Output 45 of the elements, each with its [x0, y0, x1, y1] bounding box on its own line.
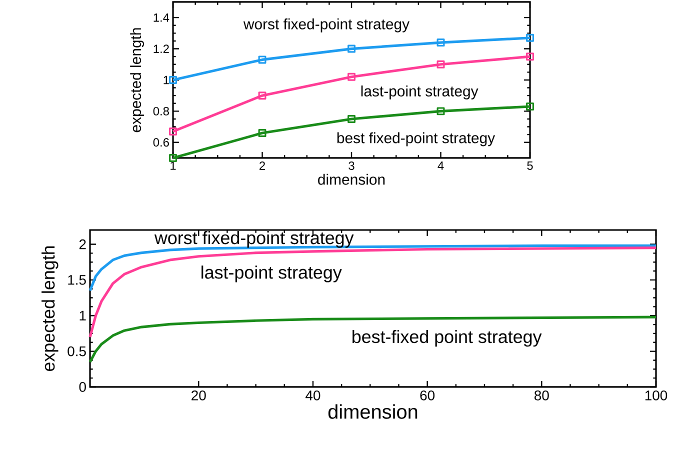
y-tick-label: 0.5 [68, 346, 86, 356]
series-label: worst fixed-point strategy [243, 18, 410, 32]
point [436, 60, 445, 68]
y-tick-label: 2 [79, 239, 86, 250]
y-tick-label: 0.6 [153, 138, 169, 147]
x-axis-title: dimension [318, 174, 385, 185]
series-label: worst fixed-point strategy [154, 231, 354, 248]
x-tick-label: 5 [527, 162, 533, 170]
point [526, 102, 534, 110]
point [348, 72, 356, 81]
point [436, 107, 445, 116]
x-tick-label: 100 [645, 390, 668, 400]
x-tick-label: 60 [420, 390, 435, 400]
point [169, 154, 177, 162]
point [526, 52, 534, 61]
point [436, 38, 445, 47]
y-tick-label: 1 [164, 76, 169, 84]
x-tick-label: 1 [170, 162, 176, 170]
point [258, 92, 266, 100]
x-tick-label: 40 [306, 390, 320, 400]
point [258, 56, 266, 64]
x-tick-label: 20 [192, 390, 206, 400]
point [258, 129, 266, 138]
y-axis-title: expected length [130, 28, 144, 132]
x-tick-label: 80 [534, 390, 549, 400]
y-tick-label: 0 [79, 382, 86, 392]
series-label: best fixed-point strategy [337, 132, 496, 146]
series-label: last-point strategy [361, 86, 478, 100]
y-tick-label: 0.8 [153, 106, 169, 116]
y-tick-label: 1.5 [68, 275, 86, 285]
y-tick-label: 1 [80, 310, 86, 320]
point [169, 127, 177, 136]
y-tick-label: 1.4 [154, 13, 170, 22]
point [169, 76, 177, 84]
x-tick-label: 3 [348, 162, 354, 170]
x-tick-label: 2 [260, 162, 265, 170]
point [348, 44, 356, 53]
y-axis-title: expected length [42, 246, 58, 372]
point [526, 34, 534, 42]
x-axis-title: dimension [328, 404, 418, 419]
y-tick-label: 1.2 [154, 44, 169, 53]
point [348, 114, 356, 123]
x-tick-label: 4 [438, 162, 444, 170]
series-label: last-point strategy [202, 266, 342, 282]
series-label: best-fixed point strategy [352, 330, 542, 347]
